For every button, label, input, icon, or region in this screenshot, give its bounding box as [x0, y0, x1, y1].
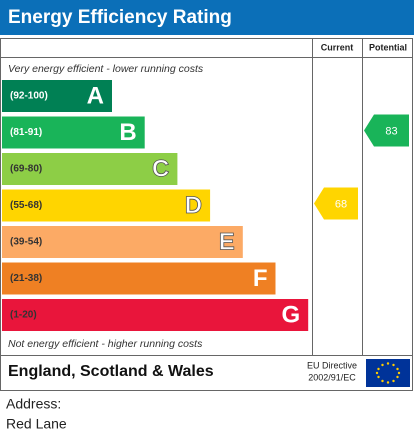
column-header: Current — [321, 42, 354, 52]
band-range: (21-38) — [10, 273, 42, 284]
band — [2, 153, 178, 185]
rating-arrow — [314, 187, 358, 220]
band — [2, 262, 276, 295]
region: England, Scotland & Wales — [8, 363, 214, 380]
frame — [0, 38, 413, 391]
band-letter: D — [185, 192, 202, 219]
band-letter: F — [253, 265, 268, 292]
band — [2, 80, 112, 112]
band — [2, 116, 145, 149]
band-range: (81-91) — [10, 127, 42, 138]
band-range: (39-54) — [10, 237, 42, 248]
column-header: Potential — [369, 42, 407, 52]
address-label: Address: — [6, 396, 61, 412]
band-range: (55-68) — [10, 200, 42, 211]
band — [2, 226, 243, 258]
rating-value: 68 — [335, 198, 347, 210]
band-range: (92-100) — [10, 91, 48, 102]
band-letter: C — [152, 155, 169, 182]
rating-arrow — [364, 114, 409, 147]
bottom-note: Not energy efficient - higher running co… — [8, 338, 203, 350]
band — [2, 299, 309, 331]
band-letter: A — [87, 82, 104, 109]
header-bar — [0, 0, 414, 35]
band-letter: G — [282, 301, 301, 328]
directive: EU Directive — [307, 360, 357, 370]
eu-flag — [366, 359, 410, 387]
title: Energy Efficiency Rating — [8, 7, 232, 28]
rating-value: 83 — [385, 125, 397, 137]
top-note: Very energy efficient - lower running co… — [8, 63, 204, 75]
directive: 2002/91/EC — [308, 372, 356, 382]
band-letter: E — [219, 228, 235, 255]
band-range: (69-80) — [10, 164, 42, 175]
band-letter: B — [119, 119, 136, 146]
address-value: Red Lane — [6, 416, 67, 432]
band — [2, 189, 211, 222]
band-range: (1-20) — [10, 310, 37, 321]
